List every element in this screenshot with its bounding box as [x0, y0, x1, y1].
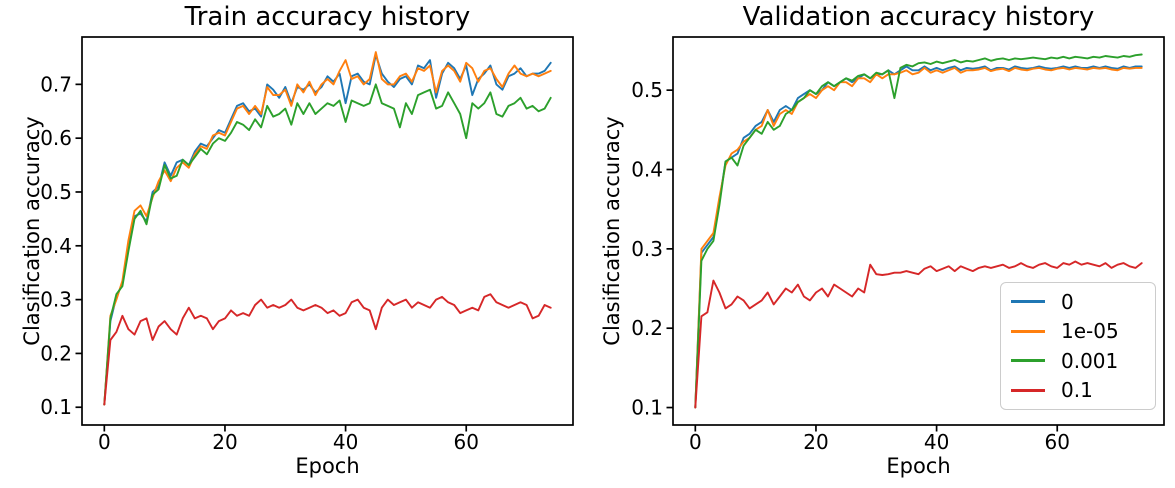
y-tick-label: 0.3: [631, 237, 663, 261]
x-tick-label: 60: [454, 430, 479, 454]
right-chart-title: Validation accuracy history: [742, 2, 1095, 32]
x-tick-label: 20: [803, 430, 828, 454]
series-line-0: [103, 53, 552, 406]
x-tick-label: 40: [333, 430, 358, 454]
y-tick-label: 0.2: [631, 316, 663, 340]
series-line-0.001: [694, 53, 1143, 409]
legend-label: 0.1: [1061, 378, 1093, 403]
x-tick-label: 0: [98, 430, 111, 454]
y-tick-label: 0.1: [40, 395, 72, 419]
y-tick-label: 0.2: [40, 341, 72, 365]
legend-entry-2: 0.001: [1011, 346, 1145, 376]
y-tick-label: 0.7: [40, 72, 72, 96]
right-y-axis-label: Clasification accuracy: [600, 116, 624, 346]
y-tick-label: 0.6: [40, 126, 72, 150]
y-tick-label: 0.3: [40, 288, 72, 312]
left-y-axis-label: Clasification accuracy: [20, 116, 44, 346]
series-line-1e-05: [694, 66, 1143, 409]
legend-label: 0: [1061, 289, 1074, 314]
y-tick-label: 0.4: [631, 158, 663, 182]
series-line-0.001: [103, 83, 552, 406]
x-tick-label: 40: [924, 430, 949, 454]
series-line-1e-05: [103, 51, 552, 406]
plot-border: [81, 36, 574, 426]
x-tick-label: 60: [1045, 430, 1070, 454]
plot-border: [672, 36, 1165, 426]
y-tick-label: 0.5: [631, 78, 663, 102]
legend-label: 0.001: [1061, 348, 1119, 373]
legend-entry-1: 1e-05: [1011, 317, 1145, 347]
series-line-0.1: [103, 293, 552, 406]
left-x-axis-label: Epoch: [295, 454, 360, 478]
legend-line-swatch-blue: [1011, 300, 1045, 304]
legend-label: 1e-05: [1061, 319, 1119, 344]
right-x-axis-label: Epoch: [886, 454, 951, 478]
left-chart-title: Train accuracy history: [184, 2, 471, 32]
legend-box: 0 1e-05 0.001 0.1: [1000, 282, 1156, 410]
legend-line-swatch-red: [1011, 388, 1045, 392]
x-tick-label: 20: [212, 430, 237, 454]
y-tick-label: 0.4: [40, 234, 72, 258]
legend-entry-0: 0: [1011, 287, 1145, 317]
legend-entry-3: 0.1: [1011, 376, 1145, 406]
series-line-0.1: [694, 260, 1143, 409]
y-tick-label: 0.5: [40, 180, 72, 204]
legend-line-swatch-green: [1011, 359, 1045, 363]
y-tick-label: 0.1: [631, 396, 663, 420]
legend-line-swatch-orange: [1011, 329, 1045, 333]
x-tick-label: 0: [689, 430, 702, 454]
